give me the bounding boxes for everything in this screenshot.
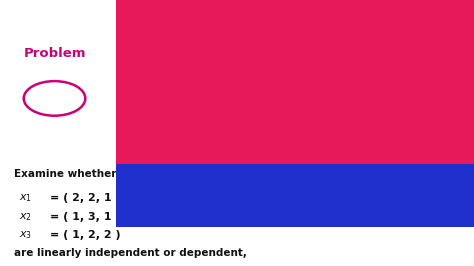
Text: 3: 3 (49, 91, 60, 106)
Text: MATRICES: MATRICES (244, 186, 346, 205)
Text: = ( 2, 2, 1 ): = ( 2, 2, 1 ) (50, 193, 120, 203)
Text: $x_2$: $x_2$ (19, 211, 32, 223)
Text: = ( 1, 2, 2 ): = ( 1, 2, 2 ) (50, 230, 120, 240)
Text: $x_3$: $x_3$ (19, 230, 32, 241)
Text: LINEARLY DEPENDENT AND: LINEARLY DEPENDENT AND (173, 42, 418, 57)
Text: Examine whether the vectors: Examine whether the vectors (14, 169, 187, 179)
Text: INDEPENDENT OF VECTORS: INDEPENDENT OF VECTORS (171, 95, 419, 111)
Text: are linearly independent or dependent,: are linearly independent or dependent, (14, 248, 247, 258)
Text: $x_1$: $x_1$ (19, 192, 32, 204)
Text: Problem: Problem (23, 47, 86, 60)
Text: = ( 1, 3, 1 ): = ( 1, 3, 1 ) (50, 212, 120, 222)
